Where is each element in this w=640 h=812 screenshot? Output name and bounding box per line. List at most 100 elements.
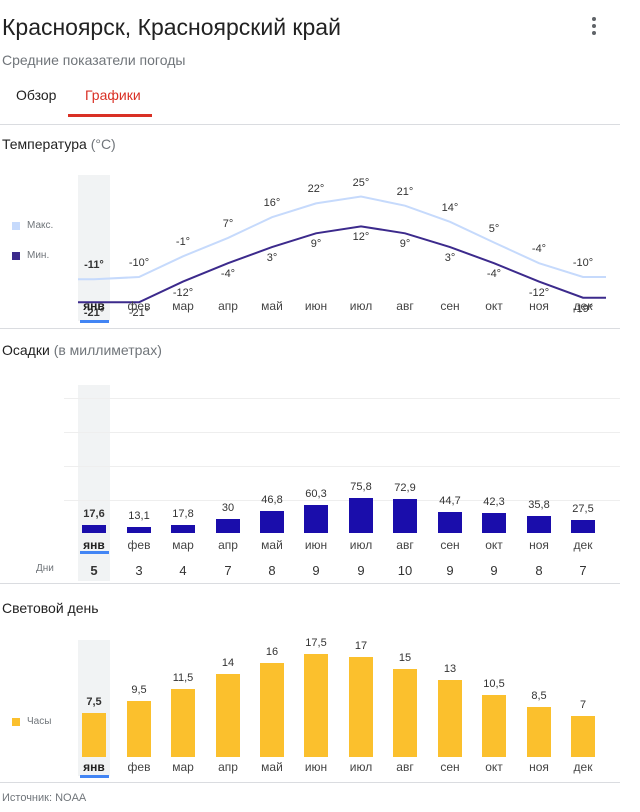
precip-bar[interactable] <box>393 499 417 533</box>
gridline <box>64 466 620 467</box>
month-label-4[interactable]: май <box>261 299 283 313</box>
daylight-bar[interactable] <box>260 662 284 757</box>
precip-bar[interactable] <box>216 519 240 533</box>
min-temp-label: -12° <box>528 287 550 299</box>
daylight-bar[interactable] <box>571 715 595 757</box>
month-label-3[interactable]: апр <box>218 760 238 774</box>
month-label-8[interactable]: сен <box>440 538 460 552</box>
month-label-8[interactable]: сен <box>440 760 460 774</box>
month-label-10[interactable]: ноя <box>529 299 549 313</box>
daylight-bar[interactable] <box>349 656 373 757</box>
rainy-days-value: 5 <box>90 563 98 578</box>
temperature-title-text: Температура <box>2 136 87 152</box>
precip-bar[interactable] <box>260 511 284 533</box>
month-label-7[interactable]: авг <box>396 538 414 552</box>
max-temp-label: 5° <box>488 223 500 235</box>
precip-bar[interactable] <box>127 526 151 533</box>
month-label-6[interactable]: июл <box>349 299 373 313</box>
precip-value-label: 30 <box>221 502 235 514</box>
legend-max-swatch <box>12 222 20 230</box>
precip-value-label: 27,5 <box>572 503 594 515</box>
month-label-2[interactable]: мар <box>172 538 194 552</box>
precipitation-unit: (в миллиметрах) <box>53 342 162 358</box>
rainy-days-value: 9 <box>312 563 320 578</box>
daylight-bar[interactable] <box>393 668 417 757</box>
month-label-0[interactable]: янв <box>83 538 105 552</box>
precipitation-title-text: Осадки <box>2 342 50 358</box>
month-label-5[interactable]: июн <box>304 299 328 313</box>
daylight-bar[interactable] <box>127 701 151 758</box>
month-label-5[interactable]: июн <box>304 760 328 774</box>
daylight-bar[interactable] <box>527 706 551 758</box>
rainy-days-value: 7 <box>224 563 232 578</box>
daylight-value-label: 11,5 <box>172 672 194 684</box>
max-temp-label: 21° <box>396 186 414 198</box>
daylight-bar[interactable] <box>216 674 240 757</box>
month-label-9[interactable]: окт <box>485 538 503 552</box>
month-label-7[interactable]: авг <box>396 299 414 313</box>
rainy-days-value: 10 <box>397 563 413 578</box>
daylight-value-label: 17,5 <box>305 637 327 649</box>
rainy-days-value: 3 <box>135 563 143 578</box>
month-label-11[interactable]: дек <box>573 538 593 552</box>
legend-hours-label: Часы <box>27 716 52 727</box>
month-label-4[interactable]: май <box>261 538 283 552</box>
precip-bar[interactable] <box>349 497 373 533</box>
month-label-1[interactable]: фев <box>127 299 151 313</box>
precip-bar[interactable] <box>527 516 551 533</box>
month-label-2[interactable]: мар <box>172 760 194 774</box>
daylight-bar[interactable] <box>482 695 506 757</box>
month-label-5[interactable]: июн <box>304 538 328 552</box>
max-temp-label: 7° <box>222 218 234 230</box>
temperature-title: Температура (°C) <box>2 136 116 152</box>
min-temp-label: -21° <box>83 307 105 319</box>
page-title: Красноярск, Красноярский край <box>2 14 341 40</box>
rainy-days-value: 9 <box>446 563 454 578</box>
month-label-3[interactable]: апр <box>218 299 238 313</box>
month-label-8[interactable]: сен <box>440 299 460 313</box>
daylight-bar[interactable] <box>82 712 106 758</box>
divider <box>0 583 620 584</box>
month-label-6[interactable]: июл <box>349 538 373 552</box>
rainy-days-value: 9 <box>490 563 498 578</box>
month-label-11[interactable]: дек <box>573 760 593 774</box>
precip-value-label: 60,3 <box>305 488 327 500</box>
rainy-days-value: 8 <box>268 563 276 578</box>
month-label-7[interactable]: авг <box>396 760 414 774</box>
precip-value-label: 17,6 <box>83 508 105 520</box>
daylight-title: Световой день <box>2 600 99 616</box>
month-label-1[interactable]: фев <box>127 760 151 774</box>
month-label-0[interactable]: янв <box>83 760 105 774</box>
daylight-bar[interactable] <box>438 680 462 757</box>
month-label-2[interactable]: мар <box>172 299 194 313</box>
month-label-3[interactable]: апр <box>218 538 238 552</box>
precip-bar[interactable] <box>571 520 595 533</box>
precip-bar[interactable] <box>482 513 506 533</box>
month-label-1[interactable]: фев <box>127 538 151 552</box>
precip-value-label: 17,8 <box>172 508 194 520</box>
month-label-10[interactable]: ноя <box>529 538 549 552</box>
daylight-bar[interactable] <box>304 653 328 758</box>
precip-value-label: 44,7 <box>439 495 461 507</box>
daylight-value-label: 13 <box>443 663 457 675</box>
page-subtitle: Средние показатели погоды <box>2 52 186 68</box>
month-label-0[interactable]: янв <box>83 299 105 313</box>
precip-bar[interactable] <box>304 504 328 533</box>
precip-bar[interactable] <box>82 524 106 533</box>
precip-bar[interactable] <box>438 512 462 533</box>
month-label-10[interactable]: ноя <box>529 760 549 774</box>
month-label-9[interactable]: окт <box>485 299 503 313</box>
rainy-days-value: 7 <box>579 563 587 578</box>
max-temp-label: -1° <box>175 236 191 248</box>
daylight-bar[interactable] <box>171 689 195 757</box>
month-label-11[interactable]: дек <box>573 299 593 313</box>
tab-charts[interactable]: Графики <box>85 87 141 103</box>
month-label-4[interactable]: май <box>261 760 283 774</box>
month-label-6[interactable]: июл <box>349 760 373 774</box>
more-vert-icon[interactable] <box>586 14 602 38</box>
month-label-9[interactable]: окт <box>485 760 503 774</box>
selected-month-highlight <box>78 385 110 581</box>
tab-overview[interactable]: Обзор <box>16 87 57 103</box>
precip-bar[interactable] <box>171 524 195 533</box>
legend-hours-swatch <box>12 718 20 726</box>
